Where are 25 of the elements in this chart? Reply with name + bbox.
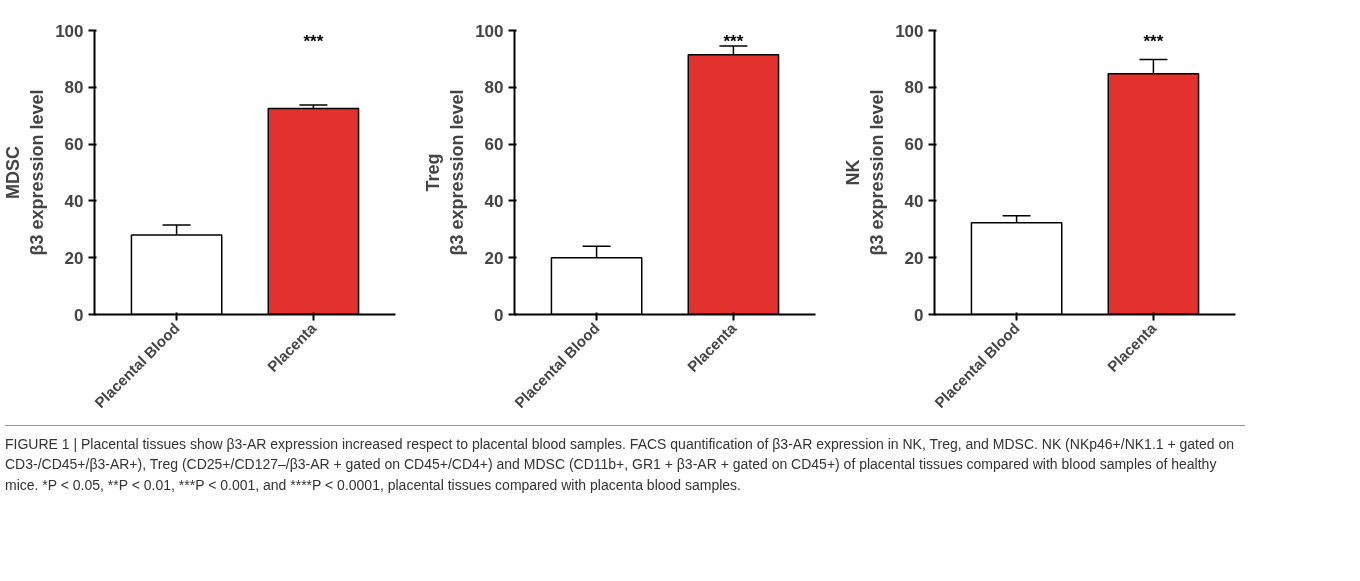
y-tick-label: 100 <box>475 21 504 41</box>
y-tick-label: 20 <box>64 248 84 268</box>
y-tick-label: 0 <box>914 305 924 325</box>
y-tick-label: 100 <box>895 21 924 41</box>
y-tick-label: 20 <box>484 248 504 268</box>
y-tick-label: 40 <box>904 191 924 211</box>
y-tick-label: 0 <box>494 305 504 325</box>
y-tick-label: 60 <box>64 135 84 155</box>
y-tick-label: 80 <box>904 78 924 98</box>
y-tick-label: 20 <box>904 248 924 268</box>
y-tick-label: 40 <box>64 191 84 211</box>
y-tick-label: 0 <box>74 305 84 325</box>
y-tick-label: 60 <box>904 135 924 155</box>
y-tick-label: 80 <box>484 78 504 98</box>
annotation: *** <box>723 31 744 51</box>
y-tick-label: 40 <box>484 191 504 211</box>
caption: FIGURE 1 | Placental tissues show β3-AR expression increased respect to placental blood samples. FACS quantification of β3-AR expression in NK, Treg, and MDSC. NK (NKp46+/NK1.1 + gated on CD3-/CD45+/β3-AR+), Treg (CD25+/CD127–/β3-AR + gated on CD45+/CD4+) and MDSC (CD11b+, GR1 + β3-AR + gated on CD45+) of placental tissues compared with blood samples of healthy mice. *P < 0.05, **P < 0.01, ***P < 0.001, and ****P < 0.0001, placental tissues compared with placenta blood samples. <box>5 435 1235 495</box>
y-axis-title: Treg β3 expression level <box>423 89 468 256</box>
y-tick-label: 100 <box>55 21 84 41</box>
y-tick-label: 60 <box>484 135 504 155</box>
y-tick-label: 80 <box>64 78 84 98</box>
annotation: *** <box>303 31 324 51</box>
y-axis-title: MDSC β3 expression level <box>3 89 48 256</box>
annotation: *** <box>1143 31 1164 51</box>
y-axis-title: NK β3 expression level <box>843 89 888 256</box>
